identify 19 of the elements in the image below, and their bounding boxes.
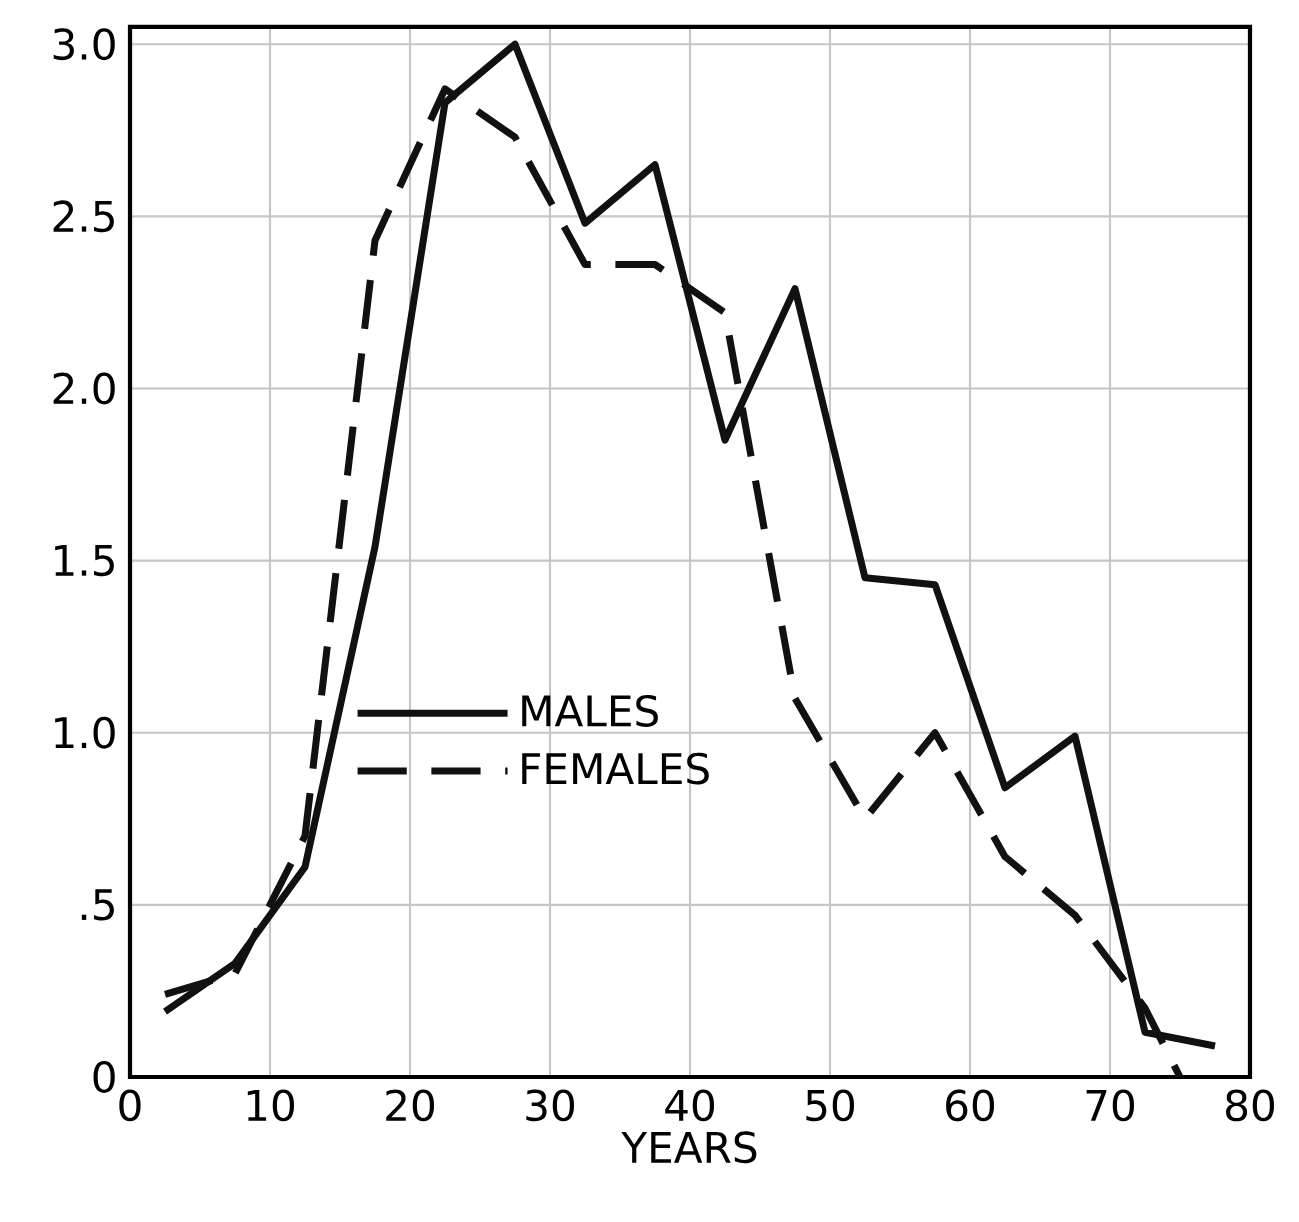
y-tick-label: 0 bbox=[93, 1061, 115, 1093]
x-tick-label: 70 bbox=[1086, 1089, 1135, 1122]
y-tick-label: 1.0 bbox=[55, 716, 115, 749]
x-tick-label: 50 bbox=[806, 1089, 855, 1122]
y-tick-label: 1.5 bbox=[55, 544, 114, 577]
legend-label: FEMALES bbox=[522, 752, 709, 785]
x-tick-label: 80 bbox=[1226, 1089, 1275, 1122]
y-tick-label: 2.0 bbox=[53, 372, 115, 405]
x-tick-label: 40 bbox=[665, 1089, 715, 1122]
legend-label: MALES bbox=[522, 694, 658, 727]
x-tick-label: 10 bbox=[247, 1089, 295, 1122]
y-tick-label: 2.5 bbox=[53, 200, 114, 233]
x-tick-label: 30 bbox=[526, 1089, 575, 1122]
y-tick-label: 3.0 bbox=[53, 28, 115, 61]
x-tick-label: 60 bbox=[946, 1089, 995, 1122]
y-tick-label: .5 bbox=[81, 889, 114, 921]
x-tick-label: 0 bbox=[119, 1089, 141, 1122]
x-axis-title: YEARS bbox=[621, 1131, 757, 1164]
x-tick-label: 20 bbox=[386, 1089, 435, 1122]
